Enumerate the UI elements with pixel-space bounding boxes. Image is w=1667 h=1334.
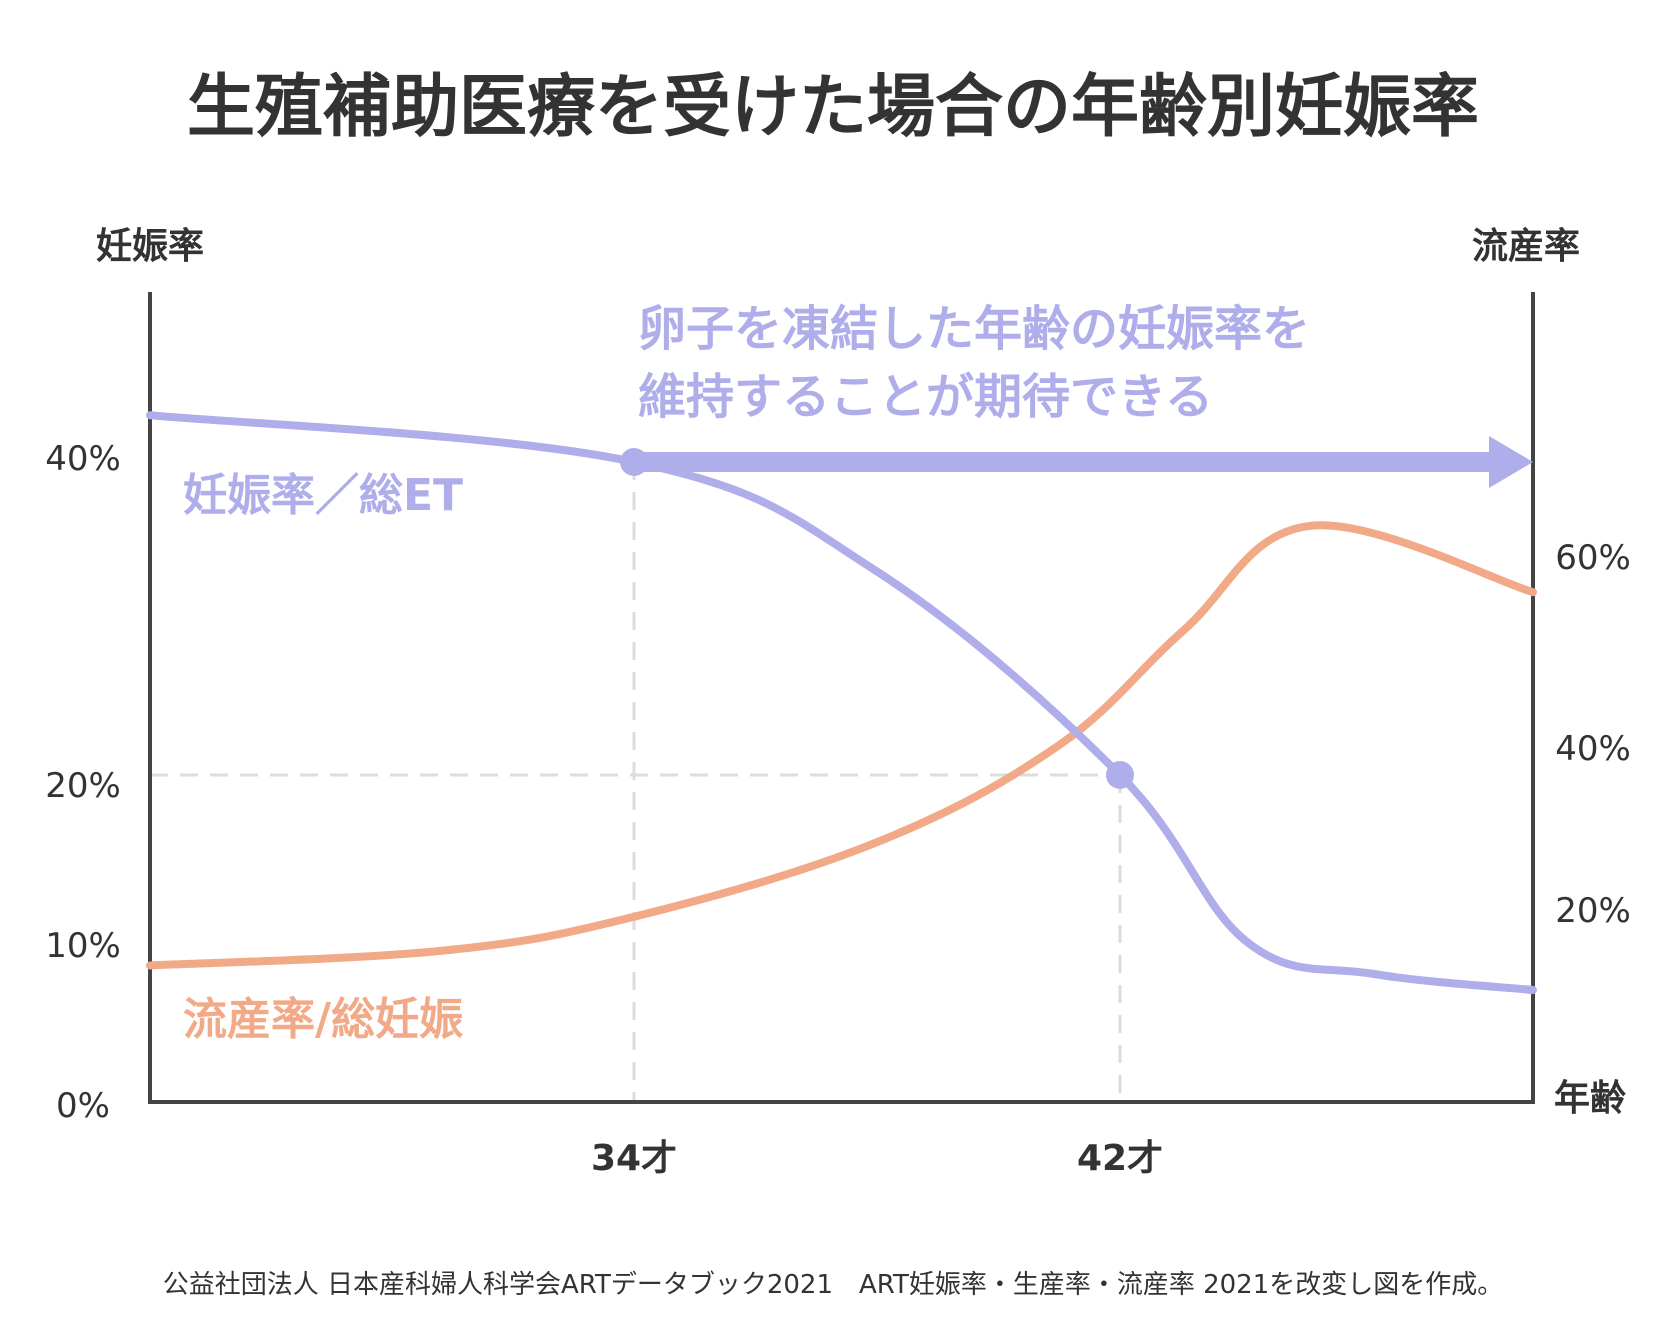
series-line-miscarriage bbox=[146, 521, 1537, 970]
pregnancy-marker-1 bbox=[620, 448, 648, 476]
left-axis-title: 妊娠率 bbox=[96, 226, 204, 267]
pregnancy-markers bbox=[620, 448, 1134, 789]
annotation-line-1: 卵子を凍結した年齢の妊娠率を bbox=[638, 301, 1310, 357]
annotation-line-2: 維持することが期待できる bbox=[638, 369, 1213, 425]
right-axis-title: 流産率 bbox=[1472, 226, 1580, 267]
right-tick-20: 20% bbox=[1555, 891, 1631, 931]
arrow-head bbox=[1489, 436, 1533, 488]
pregnancy-marker-2 bbox=[1106, 761, 1134, 789]
left-tick-10: 10% bbox=[45, 926, 121, 966]
chart-title: 生殖補助医療を受けた場合の年齢別妊娠率 bbox=[187, 68, 1479, 147]
left-tick-20: 20% bbox=[45, 766, 121, 806]
series-label-miscarriage: 流産率/総妊娠 bbox=[183, 994, 463, 1045]
right-tick-60: 60% bbox=[1555, 538, 1631, 578]
x-tick-42: 42才 bbox=[1077, 1138, 1163, 1179]
x-axis-title: 年齢 bbox=[1554, 1078, 1626, 1119]
x-tick-34: 34才 bbox=[591, 1138, 677, 1179]
source-note: 公益社団法人 日本産科婦人科学会ARTデータブック2021 ART妊娠率・生産率… bbox=[163, 1270, 1504, 1300]
left-tick-40: 40% bbox=[45, 439, 121, 479]
series-label-pregnancy: 妊娠率／総ET bbox=[183, 470, 463, 521]
right-tick-40: 40% bbox=[1555, 729, 1631, 769]
series-line-pregnancy bbox=[146, 411, 1537, 994]
left-tick-0: 0% bbox=[56, 1086, 110, 1126]
